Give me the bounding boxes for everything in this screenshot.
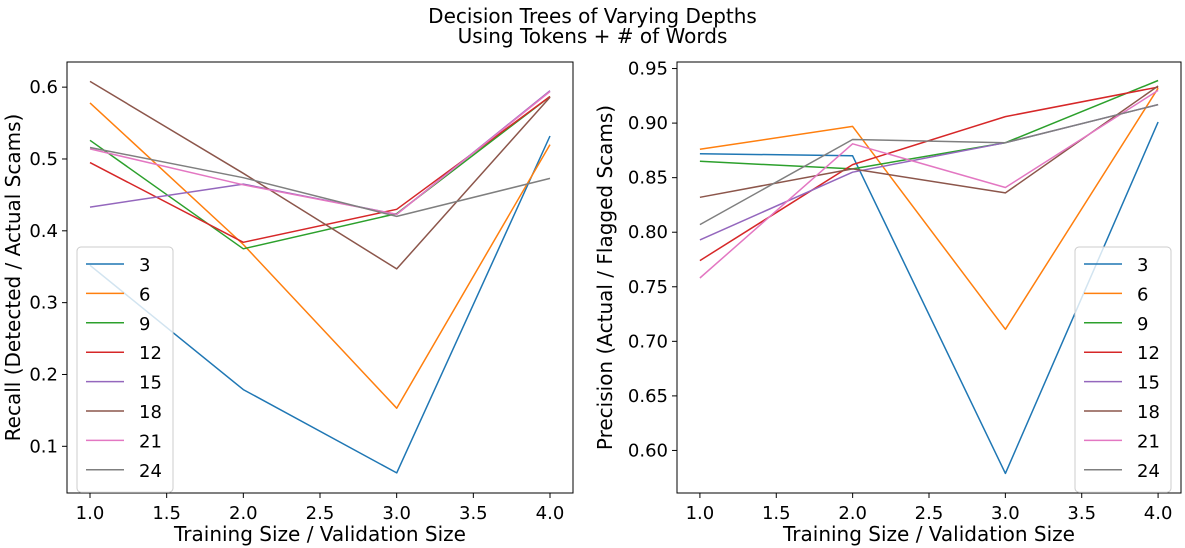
series-line-18: [89, 80, 551, 270]
y-tick-label: 0.95: [628, 59, 668, 80]
figure-title-line2: Using Tokens + # of Words: [457, 24, 728, 48]
y-tick-label: 0.70: [628, 331, 668, 352]
y-tick-label: 0.65: [628, 386, 668, 407]
x-tick-label: 1.5: [762, 503, 791, 524]
legend: 3 6 9 12 15 18 21 24: [76, 246, 174, 493]
y-tick-label: 0.85: [628, 168, 668, 189]
x-tick-label: 2.5: [306, 503, 335, 524]
legend-label-21: 21: [1137, 431, 1160, 452]
x-tick-label: 1.5: [152, 503, 181, 524]
legend-label-9: 9: [139, 314, 150, 335]
legend-label-24: 24: [1137, 461, 1160, 482]
legend-label-24: 24: [139, 461, 162, 482]
x-tick-label: 4.0: [1144, 503, 1173, 524]
series-line-6: [699, 87, 1159, 331]
y-tick-label: 0.5: [29, 149, 58, 170]
x-tick-label: 2.0: [229, 503, 258, 524]
legend: 3 6 9 12 15 18 21 24: [1074, 246, 1172, 493]
y-tick-label: 0.60: [628, 440, 668, 461]
series-line-9: [699, 79, 1159, 170]
x-tick-label: 3.5: [1067, 503, 1096, 524]
y-tick-label: 0.75: [628, 277, 668, 298]
figure-title-line1: Decision Trees of Varying Depths: [428, 4, 757, 28]
chart-panel-2: 1.0 1.5 2.0 2.5 3.0 3.5 4.0 0.60 0.65 0.70 0.75 0.8…: [593, 59, 1182, 546]
legend-label-15: 15: [139, 373, 162, 394]
legend-label-9: 9: [1137, 314, 1148, 335]
x-axis-label: Training Size / Validation Size: [782, 522, 1075, 546]
x-tick-label: 4.0: [536, 503, 565, 524]
y-tick-label: 0.2: [29, 364, 58, 385]
legend-label-12: 12: [1137, 343, 1160, 364]
legend-box: [1074, 246, 1172, 493]
legend-label-12: 12: [139, 343, 162, 364]
x-tick-label: 3.0: [991, 503, 1020, 524]
y-axis-label: Recall (Detected / Actual Scams): [1, 114, 25, 442]
x-tick-label: 1.0: [76, 503, 105, 524]
series-line-12: [699, 86, 1159, 262]
series-line-21: [699, 89, 1159, 279]
series-line-9: [89, 95, 551, 250]
legend-box: [76, 246, 174, 493]
x-tick-label: 3.5: [459, 503, 488, 524]
y-tick-label: 0.1: [29, 436, 58, 457]
x-tick-label: 2.0: [838, 503, 867, 524]
y-tick-label: 0.3: [29, 293, 58, 314]
series-line-24: [699, 103, 1159, 226]
legend-label-6: 6: [1137, 284, 1148, 305]
legend-label-3: 3: [139, 255, 150, 276]
series-line-21: [89, 90, 551, 216]
x-tick-label: 3.0: [382, 503, 411, 524]
y-axis-label: Precision (Actual / Flagged Scams): [593, 105, 617, 450]
x-tick-label: 2.5: [915, 503, 944, 524]
legend-label-3: 3: [1137, 255, 1148, 276]
y-tick-label: 0.80: [628, 222, 668, 243]
chart-panel-1: 1.0 1.5 2.0 2.5 3.0 3.5 4.0 0.1 0.2 0.3 0.4 0.5 0.6 T…: [1, 61, 574, 546]
series-line-24: [89, 146, 551, 218]
y-tick-label: 0.90: [628, 113, 668, 134]
series-line-15: [699, 103, 1159, 241]
x-tick-label: 1.0: [686, 503, 715, 524]
legend-label-18: 18: [139, 402, 162, 423]
y-tick-label: 0.4: [29, 221, 58, 242]
y-tick-label: 0.6: [29, 77, 58, 98]
legend-label-6: 6: [139, 284, 150, 305]
legend-label-18: 18: [1137, 402, 1160, 423]
legend-label-15: 15: [1137, 373, 1160, 394]
legend-label-21: 21: [139, 431, 162, 452]
series-line-6: [89, 102, 551, 409]
x-axis-label: Training Size / Validation Size: [173, 522, 466, 546]
